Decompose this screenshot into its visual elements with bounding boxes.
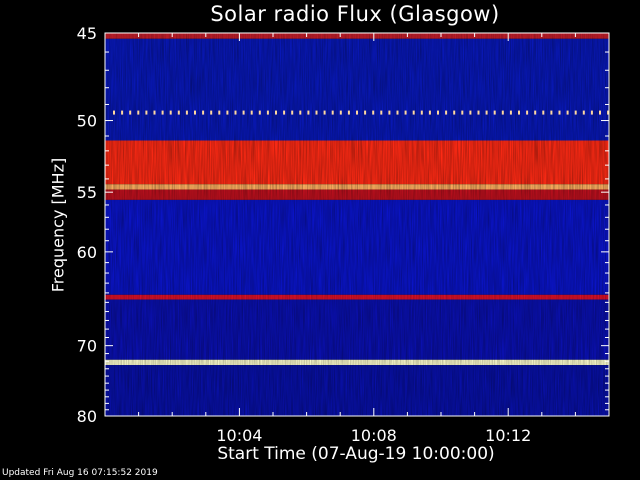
spike-dot bbox=[234, 110, 237, 115]
spike-dot bbox=[566, 110, 569, 115]
spike-dot bbox=[574, 110, 577, 115]
spike-dot bbox=[347, 110, 350, 115]
spike-dot bbox=[372, 110, 375, 115]
spike-dot bbox=[323, 110, 326, 115]
spike-dot bbox=[590, 110, 593, 115]
spike-dot bbox=[501, 110, 504, 115]
spike-dot bbox=[469, 110, 472, 115]
spike-dot bbox=[509, 110, 512, 115]
spike-dot bbox=[396, 110, 399, 115]
spike-dot bbox=[161, 110, 164, 115]
spike-dot bbox=[153, 110, 156, 115]
x-tick-label: 10:08 bbox=[351, 426, 397, 445]
spike-dot bbox=[121, 110, 124, 115]
y-tick-label: 55 bbox=[77, 183, 97, 202]
spike-dot bbox=[445, 110, 448, 115]
spike-dot bbox=[477, 110, 480, 115]
spike-dot bbox=[226, 110, 229, 115]
spike-dot bbox=[185, 110, 188, 115]
spike-dot bbox=[364, 110, 367, 115]
y-tick-label: 60 bbox=[77, 243, 97, 262]
spike-dot bbox=[550, 110, 553, 115]
texture-light bbox=[105, 33, 609, 416]
spike-dot bbox=[331, 110, 334, 115]
spike-dot bbox=[526, 110, 529, 115]
spike-dot bbox=[137, 110, 140, 115]
x-tick-label: 10:04 bbox=[216, 426, 262, 445]
spike-dot bbox=[582, 110, 585, 115]
spike-dot bbox=[493, 110, 496, 115]
y-tick-label: 45 bbox=[77, 24, 97, 43]
y-axis: 45 50 55 60 70 80 bbox=[77, 24, 609, 426]
spike-dot bbox=[380, 110, 383, 115]
spike-dot bbox=[145, 110, 148, 115]
spike-dot bbox=[420, 110, 423, 115]
spike-dot bbox=[266, 110, 269, 115]
spike-dot bbox=[113, 110, 115, 115]
interference-spikes bbox=[113, 110, 610, 115]
spike-dot bbox=[404, 110, 407, 115]
updated-timestamp: Updated Fri Aug 16 07:15:52 2019 bbox=[2, 468, 158, 478]
spike-dot bbox=[356, 110, 358, 115]
noise-overlay bbox=[105, 33, 609, 416]
spike-dot bbox=[283, 110, 286, 115]
spike-dot bbox=[542, 110, 545, 115]
spike-dot bbox=[599, 110, 601, 115]
spike-dot bbox=[607, 110, 610, 115]
spike-dot bbox=[242, 110, 245, 115]
spike-dot bbox=[194, 110, 196, 115]
spike-dot bbox=[388, 110, 391, 115]
spike-dot bbox=[315, 110, 318, 115]
spike-dot bbox=[485, 110, 488, 115]
y-tick-label: 70 bbox=[77, 337, 97, 356]
spike-dot bbox=[518, 110, 520, 115]
spike-dot bbox=[339, 110, 342, 115]
y-tick-label: 50 bbox=[77, 112, 97, 131]
spike-dot bbox=[453, 110, 456, 115]
spike-dot bbox=[558, 110, 561, 115]
y-tick-label: 80 bbox=[77, 407, 97, 426]
spike-dot bbox=[177, 110, 180, 115]
spike-dot bbox=[202, 110, 205, 115]
spike-dot bbox=[210, 110, 213, 115]
chart-title: Solar radio Flux (Glasgow) bbox=[210, 2, 500, 26]
plot-frame bbox=[104, 32, 610, 417]
spike-dot bbox=[169, 110, 172, 115]
spike-dot bbox=[428, 110, 431, 115]
spike-dot bbox=[129, 110, 132, 115]
spike-dot bbox=[461, 110, 464, 115]
spike-dot bbox=[218, 110, 221, 115]
x-axis: 10:04 10:08 10:12 bbox=[138, 33, 576, 445]
spike-dot bbox=[412, 110, 415, 115]
y-axis-label: Frequency [MHz] bbox=[48, 157, 68, 293]
spike-dot bbox=[291, 110, 294, 115]
x-axis-label: Start Time (07-Aug-19 10:00:00) bbox=[217, 444, 495, 464]
spike-dot bbox=[437, 110, 439, 115]
spike-dot bbox=[534, 110, 537, 115]
spike-dot bbox=[307, 110, 310, 115]
x-tick-label: 10:12 bbox=[485, 426, 531, 445]
spike-dot bbox=[275, 110, 277, 115]
spike-dot bbox=[258, 110, 261, 115]
spike-dot bbox=[250, 110, 253, 115]
spike-dot bbox=[299, 110, 302, 115]
